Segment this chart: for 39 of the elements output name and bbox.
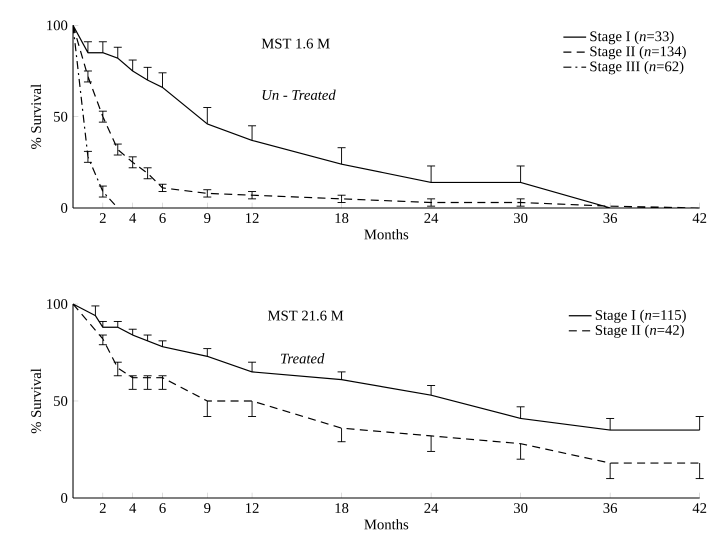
x-tick-label: 4: [129, 503, 136, 513]
x-tick-label: 18: [336, 213, 348, 224]
y-tick-label: 100: [47, 20, 68, 30]
x-tick-label: 42: [692, 213, 706, 223]
x-tick-label: 9: [204, 213, 210, 223]
y-tick-label: 50: [54, 112, 68, 122]
annotation: Un - Treated: [262, 90, 336, 100]
x-tick-label: 2: [100, 503, 106, 513]
x-tick-label: 36: [604, 503, 618, 513]
legend-label: Stage I (n=33): [590, 30, 674, 44]
x-tick-label: 36: [604, 213, 618, 223]
x-tick-label: 30: [514, 503, 528, 514]
legend-label: Stage III (n=62): [590, 61, 684, 74]
x-tick-label: 9: [204, 503, 210, 513]
y-tick-label: 0: [61, 203, 68, 213]
x-tick-label: 42: [692, 503, 706, 513]
legend-label: Stage I (n=115): [596, 310, 686, 323]
y-axis-title: % Survival: [30, 368, 42, 434]
annotation: MST 21.6 M: [268, 310, 344, 321]
y-tick-label: 100: [47, 299, 68, 309]
x-tick-label: 30: [514, 213, 528, 224]
x-tick-label: 18: [336, 503, 348, 514]
x-tick-label: 6: [159, 503, 166, 513]
x-tick-label: 24: [424, 503, 438, 513]
x-tick-label: 4: [129, 213, 136, 223]
y-axis-title: % Survival: [30, 84, 42, 149]
x-tick-label: 24: [424, 213, 438, 223]
y-tick-label: 0: [61, 493, 68, 503]
legend-label: Stage II (n=42): [596, 324, 684, 338]
x-axis-title: Months: [364, 229, 408, 240]
y-tick-label: 50: [54, 396, 68, 406]
x-tick-label: 12: [246, 213, 259, 223]
x-tick-label: 6: [159, 213, 166, 223]
x-axis-title: Months: [364, 519, 408, 530]
annotation: MST 1.6 M: [262, 38, 330, 49]
x-tick-label: 2: [100, 213, 106, 223]
annotation: Treated: [281, 353, 324, 364]
legend-label: Stage II (n=134): [590, 46, 686, 60]
x-tick-label: 12: [246, 503, 259, 513]
